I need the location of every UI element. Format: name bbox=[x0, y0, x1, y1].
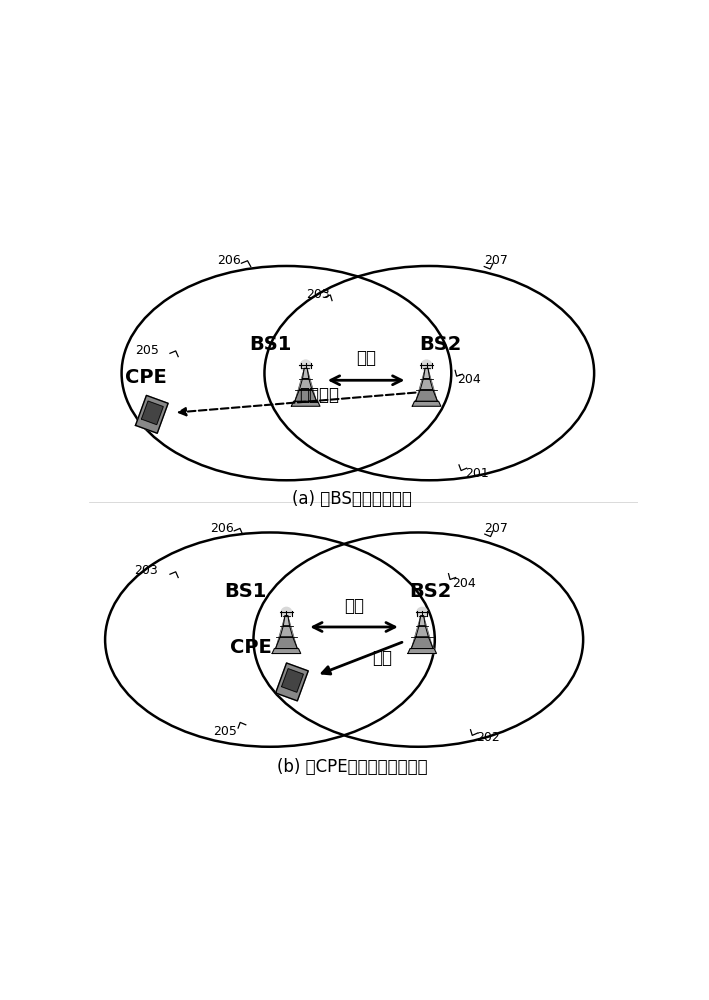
Polygon shape bbox=[415, 390, 437, 401]
Text: 204: 204 bbox=[457, 373, 481, 386]
Text: 206: 206 bbox=[210, 522, 233, 535]
Polygon shape bbox=[272, 649, 301, 653]
Circle shape bbox=[301, 360, 311, 371]
Polygon shape bbox=[420, 379, 432, 390]
Polygon shape bbox=[135, 395, 168, 433]
Text: BS1: BS1 bbox=[224, 582, 267, 601]
Polygon shape bbox=[299, 379, 312, 390]
Polygon shape bbox=[142, 401, 163, 425]
Text: 干涉: 干涉 bbox=[344, 597, 364, 615]
Text: (b) 对CPE也带来干涉的情况: (b) 对CPE也带来干涉的情况 bbox=[277, 758, 428, 776]
Circle shape bbox=[281, 607, 292, 618]
Polygon shape bbox=[276, 663, 308, 701]
Text: 201: 201 bbox=[464, 467, 489, 480]
Circle shape bbox=[417, 607, 428, 618]
Text: 干涉: 干涉 bbox=[356, 349, 376, 367]
Text: 204: 204 bbox=[452, 577, 476, 590]
Polygon shape bbox=[291, 401, 320, 406]
Polygon shape bbox=[276, 637, 297, 649]
Polygon shape bbox=[280, 626, 293, 637]
Text: 202: 202 bbox=[476, 731, 499, 744]
Polygon shape bbox=[408, 649, 437, 653]
Polygon shape bbox=[303, 368, 309, 379]
Text: CPE: CPE bbox=[230, 638, 272, 657]
Text: 207: 207 bbox=[484, 522, 508, 535]
Text: BS2: BS2 bbox=[419, 335, 462, 354]
Polygon shape bbox=[423, 368, 430, 379]
Circle shape bbox=[421, 360, 432, 371]
Text: 没有干涉: 没有干涉 bbox=[299, 386, 340, 404]
Text: 206: 206 bbox=[217, 254, 240, 267]
Text: 203: 203 bbox=[306, 288, 330, 301]
Text: 207: 207 bbox=[484, 254, 508, 267]
Polygon shape bbox=[281, 669, 303, 692]
Polygon shape bbox=[416, 626, 428, 637]
Polygon shape bbox=[411, 637, 433, 649]
Text: 205: 205 bbox=[135, 344, 160, 357]
Polygon shape bbox=[284, 616, 289, 626]
Text: 203: 203 bbox=[135, 564, 158, 577]
Text: (a) 仅BS间干涉的情况: (a) 仅BS间干涉的情况 bbox=[292, 490, 413, 508]
Polygon shape bbox=[419, 616, 425, 626]
Text: 干涉: 干涉 bbox=[373, 649, 393, 667]
Text: BS2: BS2 bbox=[409, 582, 452, 601]
Text: 205: 205 bbox=[213, 725, 237, 738]
Text: CPE: CPE bbox=[125, 368, 167, 387]
Text: BS1: BS1 bbox=[249, 335, 291, 354]
Polygon shape bbox=[295, 390, 316, 401]
Polygon shape bbox=[412, 401, 441, 406]
